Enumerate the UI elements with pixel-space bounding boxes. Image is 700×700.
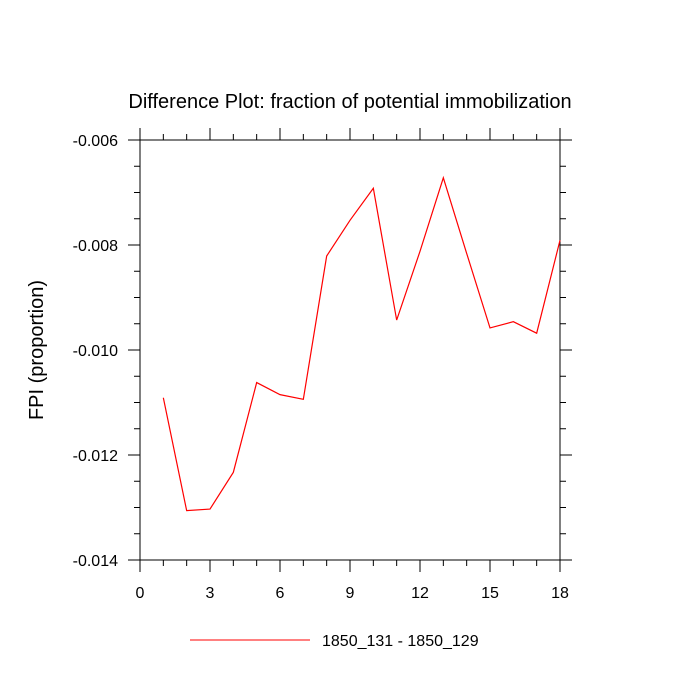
x-tick-label: 9	[346, 585, 355, 602]
x-tick-label: 15	[481, 585, 499, 602]
x-tick-label: 12	[411, 585, 429, 602]
x-tick-label: 6	[276, 585, 285, 602]
legend: 1850_131 - 1850_129	[190, 633, 479, 650]
axis-ticks: 0 3 6 9 12 15 18 -0.014 -0.012 -0.010 -0.008 -0.006	[73, 128, 572, 602]
y-tick-label: -0.006	[73, 133, 118, 150]
x-tick-label: 0	[136, 585, 145, 602]
x-tick-label: 18	[551, 585, 569, 602]
series-layer	[162, 175, 561, 512]
y-axis-label: FPI (proportion)	[26, 280, 48, 420]
x-tick-label: 3	[206, 585, 215, 602]
plot-frame	[139, 139, 561, 561]
y-tick-label: -0.014	[73, 553, 118, 570]
legend-label: 1850_131 - 1850_129	[322, 633, 479, 650]
y-tick-label: -0.010	[73, 343, 118, 360]
chart-title: Difference Plot: fraction of potential i…	[128, 91, 571, 113]
y-tick-label: -0.012	[73, 448, 118, 465]
y-tick-label: -0.008	[73, 238, 118, 255]
series-line	[162, 175, 561, 512]
